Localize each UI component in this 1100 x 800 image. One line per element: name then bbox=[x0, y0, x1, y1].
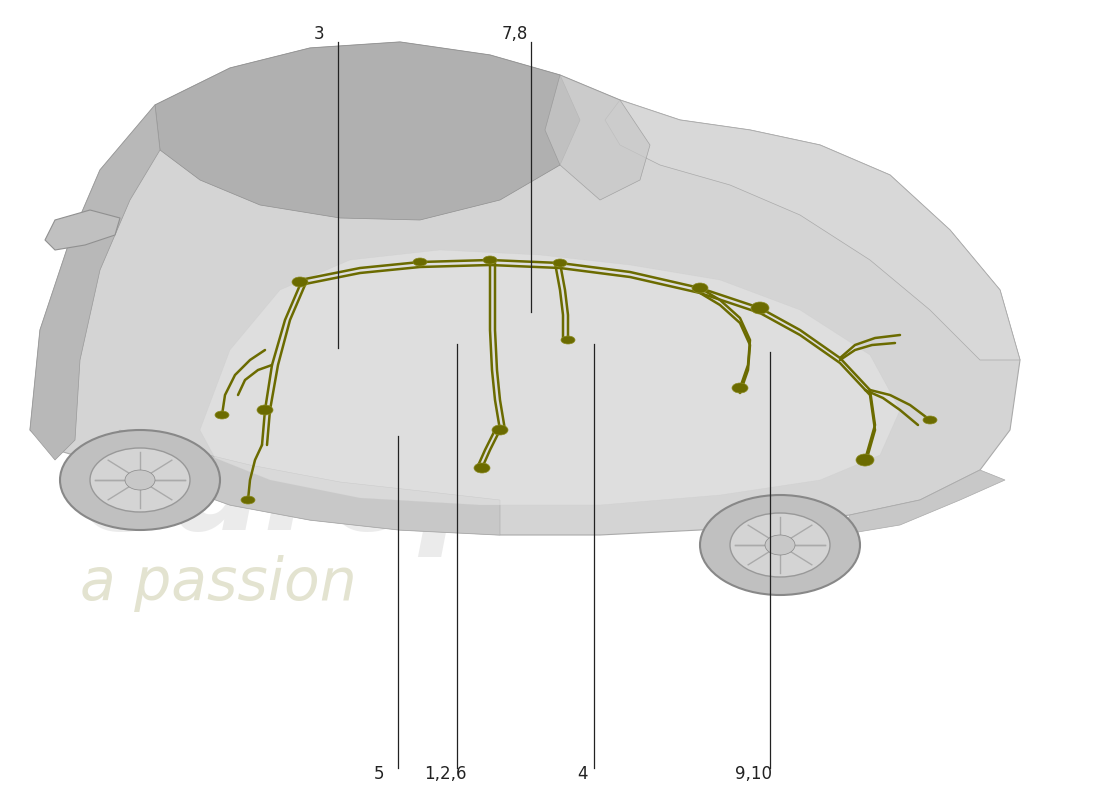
Ellipse shape bbox=[553, 259, 566, 267]
Polygon shape bbox=[605, 100, 1020, 360]
Text: 1985: 1985 bbox=[720, 134, 964, 319]
Text: europ: europ bbox=[80, 430, 514, 557]
Ellipse shape bbox=[764, 535, 795, 555]
Polygon shape bbox=[30, 105, 159, 460]
Ellipse shape bbox=[692, 283, 708, 293]
Text: 1,2,6: 1,2,6 bbox=[425, 766, 466, 783]
Ellipse shape bbox=[700, 495, 860, 595]
Ellipse shape bbox=[60, 430, 220, 530]
Polygon shape bbox=[45, 210, 120, 250]
Ellipse shape bbox=[732, 383, 748, 393]
Ellipse shape bbox=[474, 463, 490, 473]
Polygon shape bbox=[840, 470, 1005, 535]
Text: 7,8: 7,8 bbox=[502, 25, 528, 42]
Polygon shape bbox=[544, 75, 650, 200]
Ellipse shape bbox=[241, 496, 255, 504]
Polygon shape bbox=[200, 250, 900, 505]
Ellipse shape bbox=[923, 416, 937, 424]
Text: 4: 4 bbox=[578, 766, 588, 783]
Text: 9,10: 9,10 bbox=[735, 766, 772, 783]
Polygon shape bbox=[30, 42, 1020, 535]
Ellipse shape bbox=[90, 448, 190, 512]
Ellipse shape bbox=[125, 470, 155, 490]
Ellipse shape bbox=[856, 454, 875, 466]
Ellipse shape bbox=[751, 302, 769, 314]
Text: 3: 3 bbox=[314, 25, 324, 42]
Ellipse shape bbox=[412, 258, 427, 266]
Ellipse shape bbox=[257, 405, 273, 415]
Ellipse shape bbox=[292, 277, 308, 287]
Text: a passion: a passion bbox=[80, 555, 356, 612]
Ellipse shape bbox=[730, 513, 830, 577]
Polygon shape bbox=[155, 42, 580, 220]
Ellipse shape bbox=[561, 336, 575, 344]
Ellipse shape bbox=[492, 425, 508, 435]
Polygon shape bbox=[90, 430, 500, 535]
Ellipse shape bbox=[483, 256, 497, 264]
Text: 5: 5 bbox=[374, 766, 385, 783]
Ellipse shape bbox=[214, 411, 229, 419]
